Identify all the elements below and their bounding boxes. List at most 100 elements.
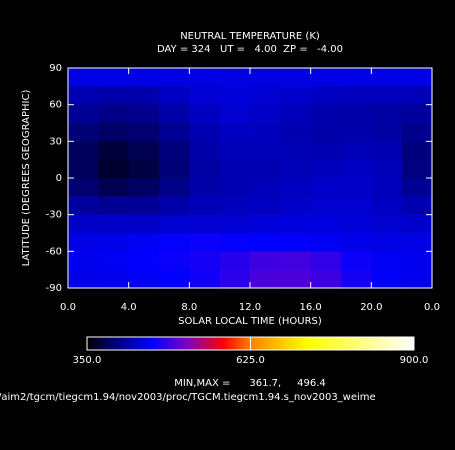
x-tick-label: 20.0: [360, 302, 382, 313]
y-tick-label: 30: [49, 136, 62, 147]
heat-cell: [371, 269, 403, 289]
heat-cell: [68, 159, 99, 179]
heat-cell: [98, 141, 130, 161]
heat-cell: [98, 196, 130, 216]
heat-cell: [189, 251, 221, 271]
heat-cell: [68, 141, 99, 161]
heat-cell: [250, 86, 281, 106]
heat-cell: [250, 214, 281, 234]
chart-title: NEUTRAL TEMPERATURE (K): [180, 31, 320, 42]
heat-cell: [310, 178, 342, 197]
heat-cell: [371, 68, 403, 87]
heat-cell: [371, 178, 403, 197]
heat-cell: [280, 251, 312, 271]
heat-cell: [189, 68, 221, 87]
heat-cell: [371, 214, 403, 234]
heat-cell: [159, 214, 190, 234]
heat-cell: [68, 251, 99, 271]
heat-cell: [341, 123, 372, 142]
heat-cell: [250, 269, 281, 289]
heat-cell: [341, 104, 372, 124]
heat-cell: [341, 233, 372, 252]
heat-cell: [128, 68, 160, 87]
heat-cell: [128, 141, 160, 161]
min-max: MIN,MAX = 361.7, 496.4: [174, 378, 326, 389]
heat-cell: [401, 104, 433, 124]
heat-cell: [310, 141, 342, 161]
heat-cell: [341, 178, 372, 197]
heat-cell: [219, 251, 251, 271]
heat-cell: [98, 269, 130, 289]
heat-cell: [219, 196, 251, 216]
heat-cell: [280, 233, 312, 252]
heat-cell: [128, 233, 160, 252]
x-tick-label: 0.0: [424, 302, 440, 313]
heat-cell: [128, 251, 160, 271]
heat-cell: [98, 68, 130, 87]
heat-cell: [310, 159, 342, 179]
heat-cell: [280, 141, 312, 161]
heat-cell: [310, 251, 342, 271]
heat-cell: [219, 178, 251, 197]
heat-cell: [128, 269, 160, 289]
heat-cell: [310, 123, 342, 142]
heat-cell: [68, 269, 99, 289]
heat-cell: [159, 178, 190, 197]
colorbar-tick-label: 900.0: [400, 355, 429, 366]
y-tick-label: 60: [49, 100, 62, 111]
heat-cell: [68, 86, 99, 106]
x-tick-label: 0.0: [60, 302, 76, 313]
heat-cell: [250, 159, 281, 179]
heat-cell: [128, 214, 160, 234]
heat-cell: [219, 123, 251, 142]
heat-cell: [189, 196, 221, 216]
heat-cell: [341, 159, 372, 179]
heat-cell: [401, 269, 433, 289]
heat-cell: [159, 269, 190, 289]
colorbar-tick-label: 350.0: [73, 355, 102, 366]
x-tick-label: 4.0: [121, 302, 137, 313]
chart-subtitle: DAY = 324 UT = 4.00 ZP = -4.00: [157, 44, 343, 55]
heat-cell: [68, 104, 99, 124]
heat-cell: [98, 251, 130, 271]
heat-cell: [371, 86, 403, 106]
heat-cell: [159, 68, 190, 87]
heat-cell: [401, 214, 433, 234]
heat-cell: [280, 68, 312, 87]
heat-cell: [310, 104, 342, 124]
y-tick-label: -60: [46, 246, 62, 257]
heat-cell: [250, 141, 281, 161]
y-tick-label: -90: [46, 283, 62, 294]
heat-cell: [401, 178, 433, 197]
heat-cell: [250, 178, 281, 197]
heat-cell: [250, 251, 281, 271]
heat-cell: [98, 178, 130, 197]
heat-cell: [341, 251, 372, 271]
colorbar-tick-label: 625.0: [236, 355, 265, 366]
heat-cell: [159, 104, 190, 124]
heat-cell: [189, 141, 221, 161]
heat-cell: [250, 123, 281, 142]
heat-cell: [189, 104, 221, 124]
heat-cell: [189, 269, 221, 289]
heat-cell: [341, 196, 372, 216]
heat-cell: [280, 86, 312, 106]
heat-cell: [68, 178, 99, 197]
heat-cell: [189, 123, 221, 142]
heat-cell: [128, 196, 160, 216]
heat-cell: [68, 214, 99, 234]
heat-cell: [159, 123, 190, 142]
heat-cell: [128, 104, 160, 124]
heat-cell: [189, 86, 221, 106]
heat-cell: [128, 178, 160, 197]
heat-cell: [310, 196, 342, 216]
heat-cell: [280, 104, 312, 124]
heat-cell: [341, 86, 372, 106]
heat-cell: [98, 159, 130, 179]
heat-cell: [371, 196, 403, 216]
heat-cell: [371, 141, 403, 161]
heat-cell: [250, 104, 281, 124]
heat-cell: [280, 178, 312, 197]
heat-cell: [189, 233, 221, 252]
